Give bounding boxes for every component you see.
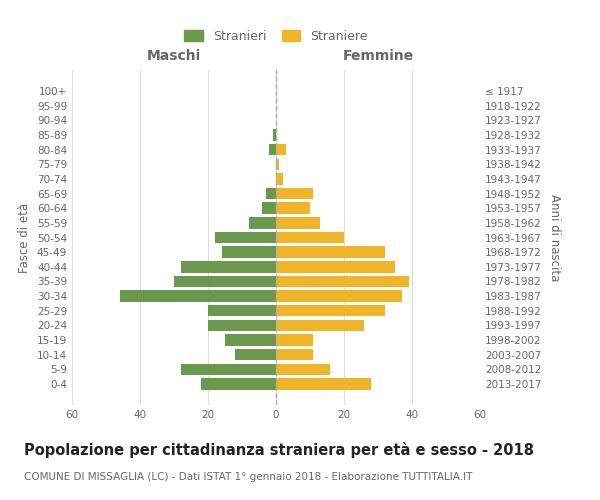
Bar — [276, 334, 313, 346]
Y-axis label: Fasce di età: Fasce di età — [19, 202, 31, 272]
Bar — [276, 320, 364, 331]
Text: Popolazione per cittadinanza straniera per età e sesso - 2018: Popolazione per cittadinanza straniera p… — [24, 442, 534, 458]
Bar — [235, 349, 276, 360]
Text: COMUNE DI MISSAGLIA (LC) - Dati ISTAT 1° gennaio 2018 - Elaborazione TUTTITALIA.: COMUNE DI MISSAGLIA (LC) - Dati ISTAT 1°… — [24, 472, 472, 482]
Bar — [269, 144, 276, 156]
Bar — [272, 129, 276, 140]
Bar — [276, 144, 286, 156]
Bar — [276, 349, 313, 360]
Bar — [276, 305, 385, 316]
Bar — [174, 276, 276, 287]
Bar — [208, 320, 276, 331]
Bar — [215, 232, 276, 243]
Bar — [276, 378, 371, 390]
Bar — [262, 202, 276, 214]
Bar — [201, 378, 276, 390]
Bar — [276, 364, 331, 375]
Bar — [276, 202, 310, 214]
Bar — [276, 290, 402, 302]
Bar — [276, 261, 395, 272]
Bar — [276, 217, 320, 228]
Bar — [276, 246, 385, 258]
Bar — [221, 246, 276, 258]
Y-axis label: Anni di nascita: Anni di nascita — [548, 194, 561, 281]
Bar — [225, 334, 276, 346]
Bar — [276, 276, 409, 287]
Legend: Stranieri, Straniere: Stranieri, Straniere — [181, 26, 371, 46]
Text: Femmine: Femmine — [343, 50, 413, 64]
Bar — [208, 305, 276, 316]
Text: Maschi: Maschi — [147, 50, 201, 64]
Bar — [119, 290, 276, 302]
Bar — [276, 188, 313, 199]
Bar — [276, 232, 344, 243]
Bar — [276, 173, 283, 184]
Bar — [276, 158, 280, 170]
Bar — [181, 364, 276, 375]
Bar — [181, 261, 276, 272]
Bar — [266, 188, 276, 199]
Bar — [249, 217, 276, 228]
